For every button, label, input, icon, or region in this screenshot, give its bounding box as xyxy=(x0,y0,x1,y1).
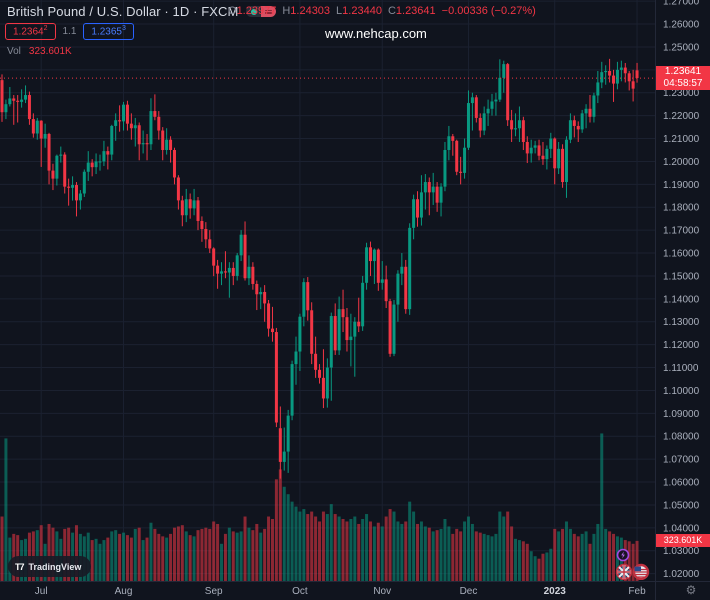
svg-text:Aug: Aug xyxy=(115,586,133,597)
svg-text:1.27000: 1.27000 xyxy=(663,0,700,8)
svg-text:1.03000: 1.03000 xyxy=(663,546,700,557)
high-label: H xyxy=(282,5,291,17)
volume-label: Vol xyxy=(7,46,21,57)
volume-axis-tag: 323.601K xyxy=(656,534,710,547)
low-value: 1.23440 xyxy=(342,5,382,17)
open-value: 1.23977 xyxy=(236,5,277,17)
price-axis-labels[interactable]: 1.270001.260001.250001.240001.230001.220… xyxy=(663,0,700,580)
svg-text:Dec: Dec xyxy=(460,586,478,597)
ohlc-readout: O1.23977 H1.24303 L1.23440 C1.23641 −0.0… xyxy=(228,5,536,17)
svg-text:Feb: Feb xyxy=(628,586,646,597)
vertical-gridlines xyxy=(40,0,638,581)
low-label: L xyxy=(336,5,343,17)
tradingview-logo[interactable]: T7 TradingView xyxy=(8,556,92,577)
svg-text:1.13000: 1.13000 xyxy=(663,317,700,328)
open-label: O xyxy=(228,5,237,17)
symbol-title[interactable]: British Pound / U.S. Dollar · 1D · FXCM xyxy=(7,4,239,19)
alert-list-icon xyxy=(261,6,277,17)
svg-text:1.12000: 1.12000 xyxy=(663,340,700,351)
sell-price-button[interactable]: 1.23642 xyxy=(5,23,56,41)
svg-text:1.19000: 1.19000 xyxy=(663,180,700,191)
svg-text:1.23000: 1.23000 xyxy=(663,88,700,99)
volume-value: 323.601K xyxy=(28,46,72,57)
time-axis-labels[interactable]: Jul Aug Sep Oct Nov Dec 2023 Feb xyxy=(35,586,646,597)
svg-text:1.18000: 1.18000 xyxy=(663,203,700,214)
svg-text:2023: 2023 xyxy=(544,586,567,597)
svg-text:Sep: Sep xyxy=(205,586,223,597)
corner-icons xyxy=(615,548,650,580)
close-value: 1.23641 xyxy=(395,5,436,17)
sell-price-superscript: 2 xyxy=(43,25,48,32)
svg-text:1.11000: 1.11000 xyxy=(663,363,699,374)
gbp-flag-icon[interactable] xyxy=(615,563,633,580)
svg-text:1.22000: 1.22000 xyxy=(663,111,700,122)
market-open-dot-icon xyxy=(246,6,262,17)
svg-text:1.06000: 1.06000 xyxy=(663,478,700,489)
svg-text:1.20000: 1.20000 xyxy=(663,157,700,168)
svg-text:Nov: Nov xyxy=(373,586,391,597)
usd-flag-icon[interactable] xyxy=(632,563,650,580)
svg-text:1.21000: 1.21000 xyxy=(663,134,700,145)
spread-value: 1.1 xyxy=(62,26,77,38)
svg-text:1.17000: 1.17000 xyxy=(663,226,700,237)
svg-text:1.26000: 1.26000 xyxy=(663,20,700,31)
tradingview-logo-icon: T7 xyxy=(15,561,24,572)
svg-text:1.14000: 1.14000 xyxy=(663,294,700,305)
buy-price-button[interactable]: 1.23653 xyxy=(83,23,134,41)
svg-text:Jul: Jul xyxy=(35,586,48,597)
svg-text:1.02000: 1.02000 xyxy=(663,569,700,580)
last-price-tag[interactable]: 1.23641 04:58:57 xyxy=(656,66,710,90)
last-price-value: 1.23641 xyxy=(664,66,702,77)
svg-text:1.16000: 1.16000 xyxy=(663,249,700,260)
volume-bars xyxy=(0,433,639,581)
volume-readout: Vol 323.601K xyxy=(7,46,72,57)
svg-text:1.15000: 1.15000 xyxy=(663,271,700,282)
watermark: www.nehcap.com xyxy=(325,26,427,41)
svg-text:1.09000: 1.09000 xyxy=(663,409,700,420)
svg-text:1.05000: 1.05000 xyxy=(663,500,700,511)
candles xyxy=(0,58,639,479)
svg-text:1.04000: 1.04000 xyxy=(663,523,700,534)
svg-text:Oct: Oct xyxy=(292,586,308,597)
svg-text:1.08000: 1.08000 xyxy=(663,432,700,443)
horizontal-gridlines xyxy=(0,0,656,575)
bar-countdown: 04:58:57 xyxy=(663,78,703,89)
timezone-settings-gear-icon[interactable]: ⚙ xyxy=(685,583,697,597)
svg-text:1.25000: 1.25000 xyxy=(663,42,700,53)
close-label: C xyxy=(387,5,396,17)
svg-text:1.07000: 1.07000 xyxy=(663,455,700,466)
tradingview-logo-text: TradingView xyxy=(28,561,82,572)
change-value: −0.00336 (−0.27%) xyxy=(441,5,536,17)
ideas-lightning-icon[interactable] xyxy=(616,548,630,562)
market-status-toggle[interactable] xyxy=(246,6,277,17)
buy-price-superscript: 3 xyxy=(122,25,126,32)
svg-text:1.10000: 1.10000 xyxy=(663,386,700,397)
high-value: 1.24303 xyxy=(290,5,331,17)
